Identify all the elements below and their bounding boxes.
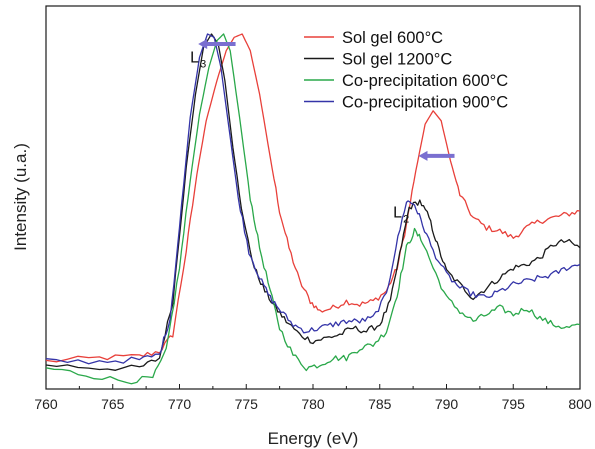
legend: Sol gel 600°C Sol gel 1200°C Co-precipitat…	[304, 29, 508, 112]
peak-label-2: L	[393, 205, 402, 222]
series-layer	[45, 33, 581, 385]
legend-label-2: Sol gel 1200°C	[342, 51, 452, 69]
legend-label-3: Co-precipitation 600°C	[342, 72, 508, 90]
annotation-layer: L 3L 2	[190, 39, 455, 226]
x-tick-label: 790	[435, 396, 459, 412]
legend-label-4: Co-precipitation 900°C	[342, 94, 508, 112]
x-tick-label: 765	[101, 396, 125, 412]
series-line-3	[45, 33, 581, 385]
x-tick-label: 780	[301, 396, 325, 412]
x-axis-label: Energy (eV)	[268, 429, 359, 448]
legend-label-1: Sol gel 600°C	[342, 29, 443, 47]
tick-layer: 760 765 770 775 780 785 790 795 800	[34, 384, 592, 412]
peak-label-1: L	[190, 49, 199, 66]
peak-label-sub-2: 2	[403, 214, 409, 226]
plot-area	[45, 5, 581, 390]
x-tick-label: 785	[368, 396, 392, 412]
x-tick-label: 775	[235, 396, 259, 412]
x-tick-label: 795	[502, 396, 526, 412]
series-line-1	[45, 33, 581, 363]
peak-label-sub-1: 3	[200, 58, 206, 70]
y-axis-label: Intensity (u.a.)	[11, 143, 30, 251]
x-tick-label: 760	[34, 396, 58, 412]
x-tick-label: 800	[568, 396, 592, 412]
series-line-2	[45, 33, 581, 371]
shift-arrowhead-4	[418, 150, 428, 161]
series-line-4	[45, 33, 581, 365]
shift-arrowhead-3	[198, 39, 208, 50]
x-tick-label: 770	[168, 396, 192, 412]
